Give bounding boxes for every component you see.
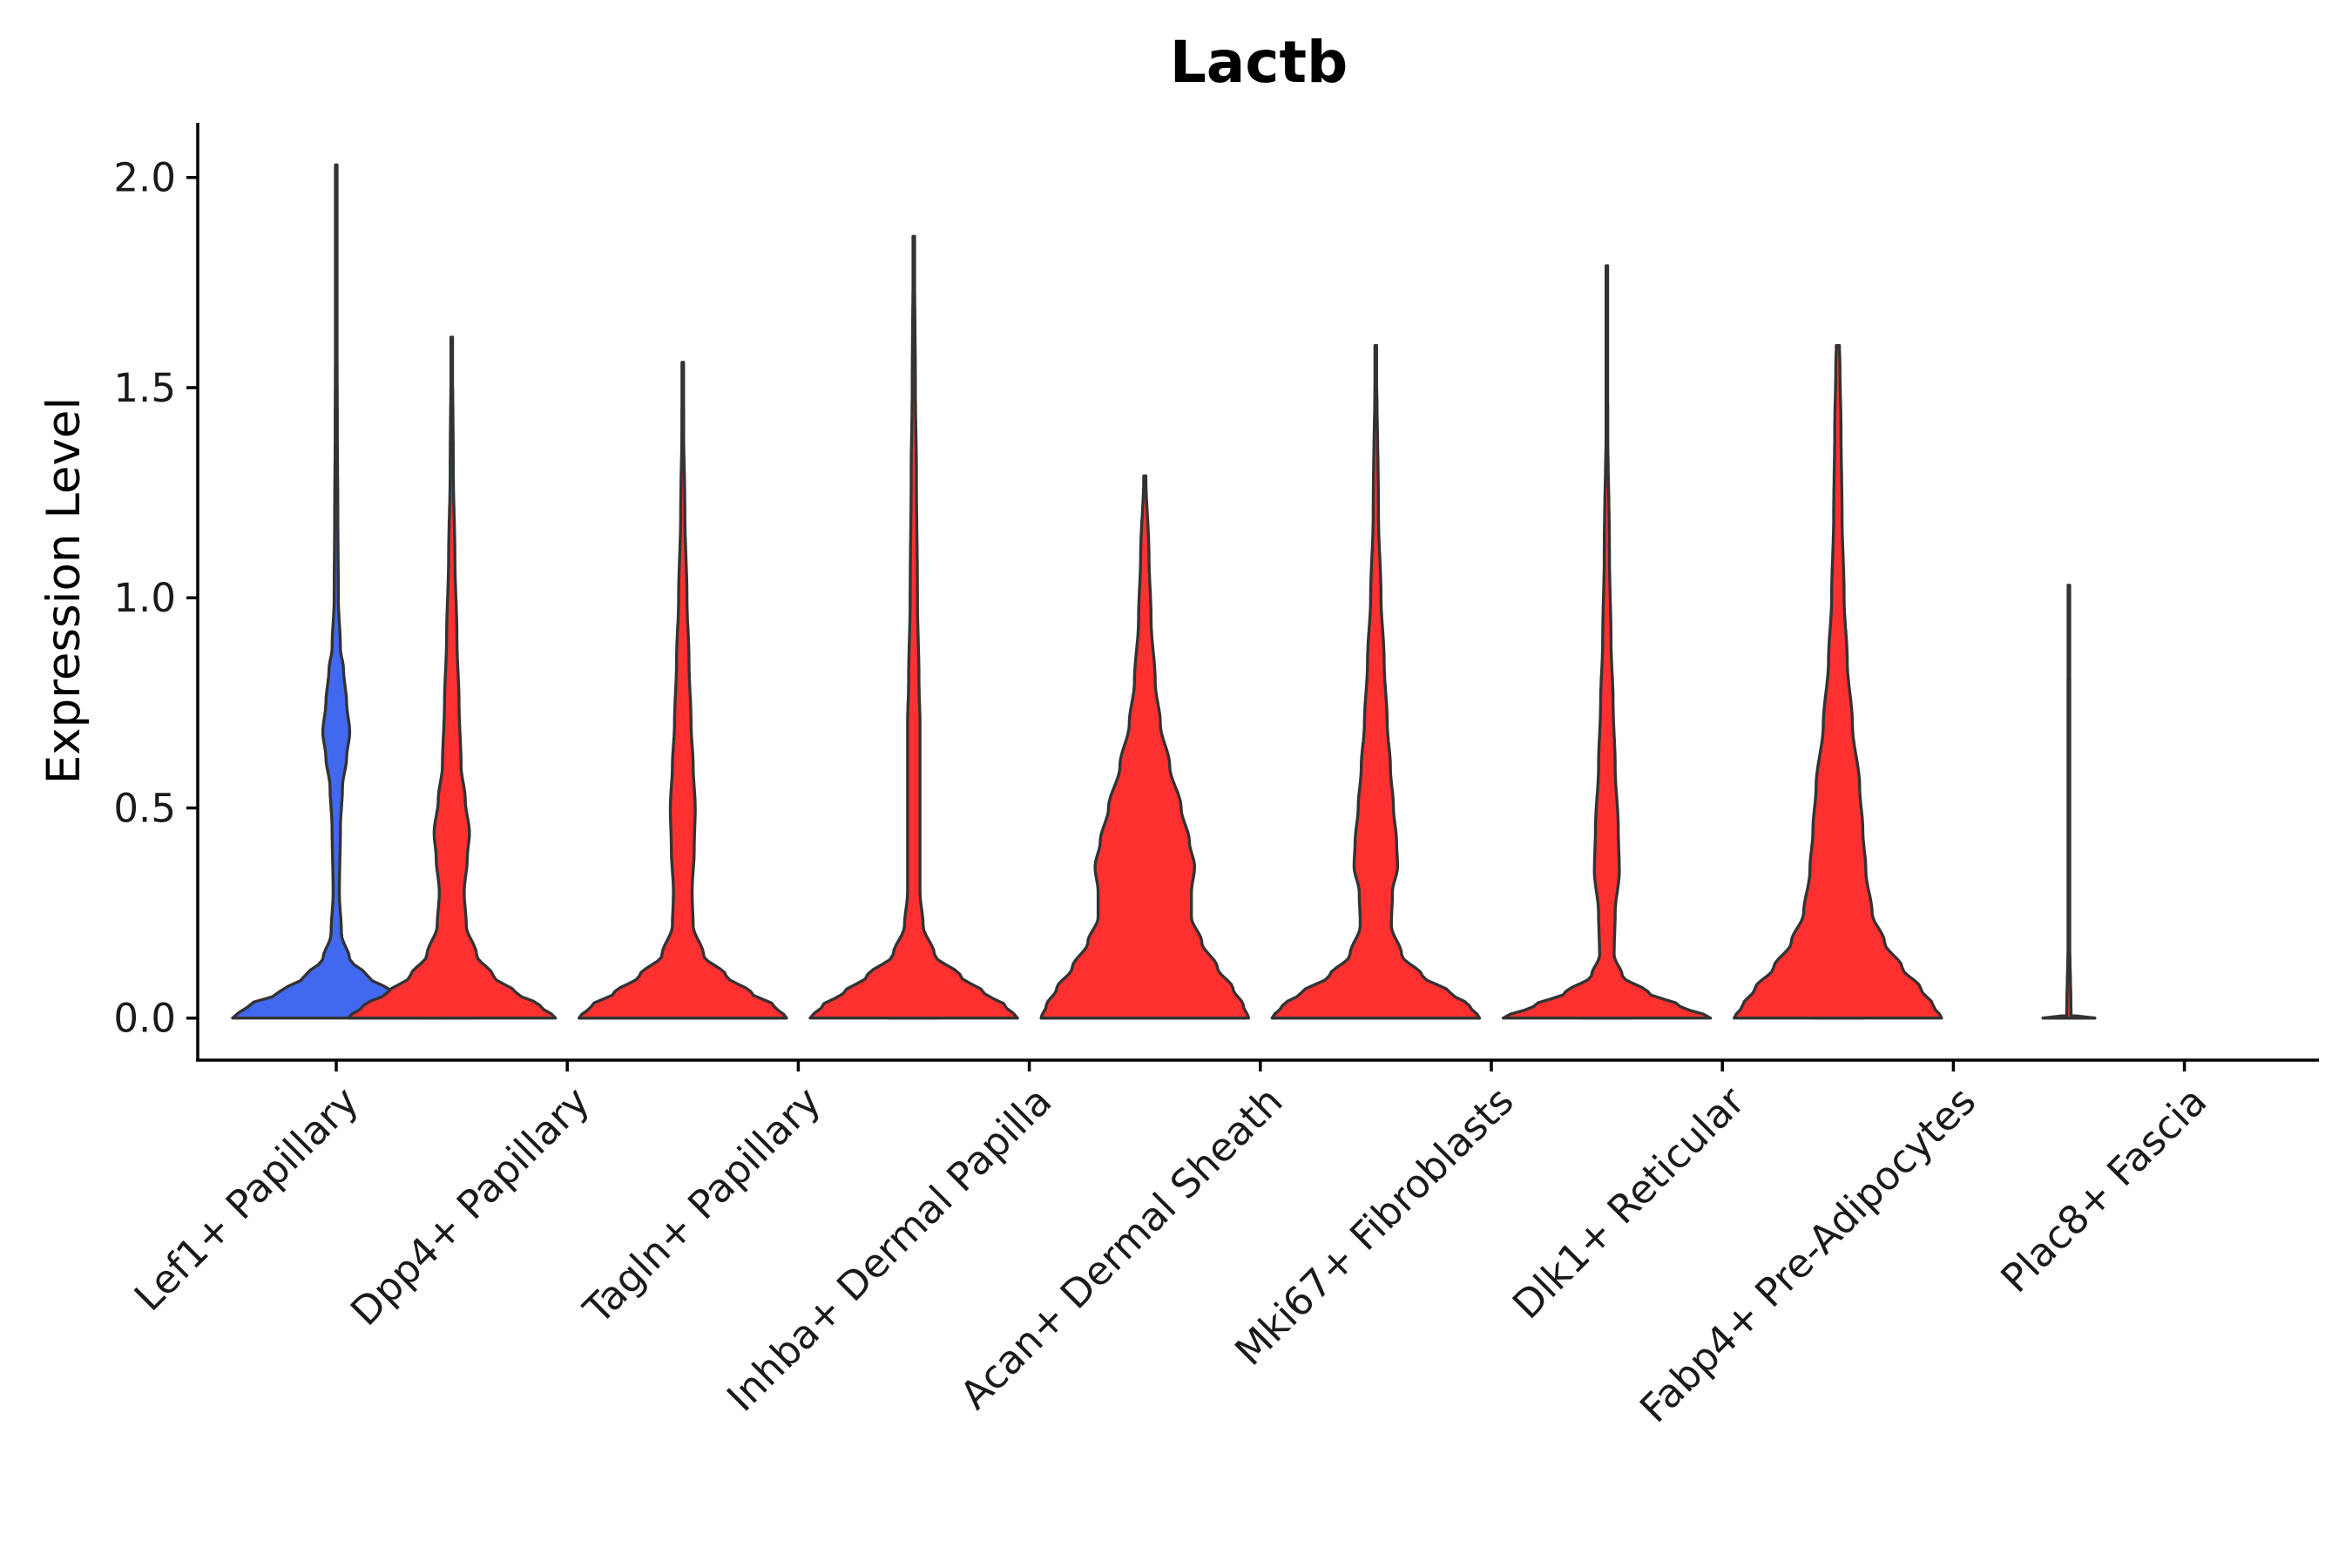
y-tick-label: 0.5 (113, 785, 176, 831)
violin-0 (231, 163, 442, 1020)
violin-6 (808, 234, 1019, 1020)
y-tick-label: 1.5 (113, 365, 176, 411)
violins (231, 163, 2097, 1020)
x-tick-label: Lef1+ Papillary (125, 1078, 368, 1320)
x-tick-label: Dpp4+ Papillary (341, 1078, 598, 1335)
y-tick-label: 1.0 (113, 575, 176, 621)
violin-14 (1733, 344, 1943, 1020)
violin-4 (578, 407, 788, 1020)
x-tick-label: Tagln+ Papillary (574, 1078, 829, 1333)
y-axis-label: Expression Level (37, 397, 91, 784)
x-tick-label: Plac8+ Fascia (1992, 1078, 2216, 1301)
violin-12 (1501, 402, 1713, 1020)
y-axis-ticks: 0.0 0.5 1.0 1.5 2.0 (113, 155, 198, 1042)
y-tick-label: 0.0 (113, 996, 176, 1042)
violin-10 (1270, 344, 1482, 1020)
violin-8 (1039, 474, 1250, 1020)
violin-16 (2041, 584, 2097, 1020)
x-tick-label: Dlk1+ Reticular (1504, 1078, 1754, 1328)
y-tick-label: 2.0 (113, 155, 176, 201)
chart-title: Lactb (1170, 29, 1348, 96)
violin-2 (346, 335, 558, 1020)
